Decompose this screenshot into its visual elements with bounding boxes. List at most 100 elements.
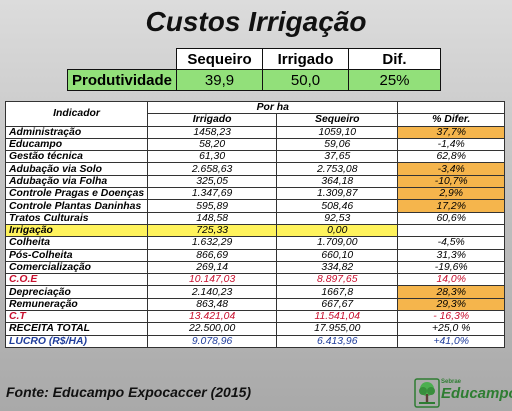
summary-header-sequeiro: Sequeiro (176, 48, 264, 70)
cell-difer: - 16,3% (397, 310, 505, 324)
header-per-ha: Por ha (147, 100, 399, 115)
cell-sequeiro: 1059,10 (276, 125, 399, 139)
cell-difer: +41,0% (397, 334, 505, 348)
row-label: Administração (4, 125, 149, 139)
table-row: Administração 1458,23 1059,10 37,7% (4, 125, 505, 139)
summary-empty-cell (68, 49, 177, 70)
cell-difer: 29,3% (397, 297, 505, 312)
cell-difer: -1,4% (397, 137, 505, 152)
cell-irrigado: 2.140,23 (147, 285, 278, 299)
cell-sequeiro: 660,10 (276, 248, 399, 262)
row-label: Controle Plantas Daninhas (4, 199, 149, 213)
header-sequeiro: Sequeiro (276, 113, 399, 127)
header-empty (397, 100, 505, 115)
cell-irrigado: 58,20 (147, 137, 278, 152)
productivity-summary-table: Sequeiro Irrigado Dif. Produtividade 39,… (66, 48, 442, 91)
cost-table: Indicador Por ha Irrigado Sequeiro % Dif… (4, 100, 505, 348)
cell-sequeiro: 59,06 (276, 137, 399, 152)
summary-header-row: Sequeiro Irrigado Dif. (68, 48, 442, 70)
cell-difer: -10,7% (397, 174, 505, 189)
cell-sequeiro: 2.753,08 (276, 162, 399, 176)
educampo-logo: Sebrae Educampo (414, 378, 512, 408)
cell-difer (397, 223, 505, 238)
summary-value-dif: 25% (348, 69, 442, 91)
cell-difer: -4,5% (397, 236, 505, 250)
cell-irrigado: 9.078,96 (147, 334, 278, 348)
header-difer: % Difer. (397, 113, 505, 127)
row-label: Educampo (4, 137, 149, 152)
row-label: Adubação via Folha (4, 174, 149, 189)
row-label: Depreciação (4, 285, 149, 299)
cost-table-header-row-2: Irrigado Sequeiro % Difer. (6, 113, 505, 127)
table-row: RECEITA TOTAL 22.500,00 17.955,00 +25,0 … (4, 322, 505, 336)
row-label: Gestão técnica (4, 150, 149, 164)
cell-sequeiro: 37,65 (276, 150, 399, 164)
cell-sequeiro: 92,53 (276, 211, 399, 225)
row-label: Irrigação (4, 223, 149, 238)
row-label: RECEITA TOTAL (4, 322, 149, 336)
cell-difer: -3,4% (397, 162, 505, 176)
table-row: Gestão técnica 61,30 37,65 62,8% (4, 150, 505, 164)
cell-sequeiro: 17.955,00 (276, 322, 399, 336)
header-indicator: Indicador (4, 101, 149, 127)
table-row: Pós-Colheita 866,69 660,10 31,3% (4, 248, 505, 262)
cell-sequeiro: 508,46 (276, 199, 399, 213)
cell-sequeiro: 334,82 (276, 260, 399, 275)
summary-row-label: Produtividade (66, 69, 178, 91)
cell-difer: 37,7% (397, 125, 505, 139)
table-row: Irrigação 725,33 0,00 (4, 223, 505, 238)
row-label: LUCRO (R$/HA) (4, 334, 149, 348)
cell-irrigado: 725,33 (147, 223, 278, 238)
table-row: Remuneração 863,48 667,67 29,3% (4, 297, 505, 312)
cell-irrigado: 1.632,29 (147, 236, 278, 250)
cell-irrigado: 22.500,00 (147, 322, 278, 336)
cell-irrigado: 61,30 (147, 150, 278, 164)
cell-sequeiro: 0,00 (276, 223, 399, 238)
table-row: C.O.E 10.147,03 8.897,65 14,0% (4, 273, 505, 287)
cell-sequeiro: 11.541,04 (276, 310, 399, 324)
source-footer: Fonte: Educampo Expocaccer (2015) (6, 384, 252, 400)
cell-sequeiro: 6.413,96 (276, 334, 399, 348)
table-row: Depreciação 2.140,23 1667,8 28,3% (4, 285, 505, 299)
row-label: C.T (4, 310, 149, 324)
row-label: Colheita (4, 236, 149, 250)
table-row: Educampo 58,20 59,06 -1,4% (4, 137, 505, 152)
cell-sequeiro: 1.709,00 (276, 236, 399, 250)
cell-irrigado: 269,14 (147, 260, 278, 275)
cell-difer: 28,3% (397, 285, 505, 299)
table-row: C.T 13.421,04 11.541,04 - 16,3% (4, 310, 505, 324)
table-row: Tratos Culturais 148,58 92,53 60,6% (4, 211, 505, 225)
summary-value-irrigado: 50,0 (262, 69, 350, 91)
cell-difer: +25,0 % (397, 322, 505, 336)
table-row: Controle Pragas e Doenças 1.347,69 1.309… (4, 187, 505, 201)
cell-difer: 31,3% (397, 248, 505, 262)
cost-table-header-row-1: Indicador Por ha (4, 100, 505, 127)
cell-irrigado: 866,69 (147, 248, 278, 262)
cell-sequeiro: 1667,8 (276, 285, 399, 299)
row-label: Remuneração (4, 297, 149, 312)
logo-name: Educampo (441, 385, 512, 402)
row-label: Adubação via Solo (4, 162, 149, 176)
summary-header-dif: Dif. (348, 48, 442, 70)
cell-irrigado: 325,05 (147, 174, 278, 189)
cell-irrigado: 13.421,04 (147, 310, 278, 324)
summary-value-sequeiro: 39,9 (176, 69, 264, 91)
row-label: Controle Pragas e Doenças (4, 187, 149, 201)
cell-irrigado: 148,58 (147, 211, 278, 225)
cell-irrigado: 1458,23 (147, 125, 278, 139)
table-row: LUCRO (R$/HA) 9.078,96 6.413,96 +41,0% (4, 334, 505, 348)
row-label: C.O.E (4, 273, 149, 287)
page-title: Custos Irrigação (145, 6, 367, 37)
table-row: Adubação via Folha 325,05 364,18 -10,7% (4, 174, 505, 189)
cell-difer: 17,2% (397, 199, 505, 213)
cell-sequeiro: 8.897,65 (276, 273, 399, 287)
cell-sequeiro: 364,18 (276, 174, 399, 189)
table-row: Colheita 1.632,29 1.709,00 -4,5% (4, 236, 505, 250)
cell-irrigado: 863,48 (147, 297, 278, 312)
cell-irrigado: 10.147,03 (147, 273, 278, 287)
cell-irrigado: 1.347,69 (147, 187, 278, 201)
tree-icon (414, 378, 440, 408)
row-label: Comercialização (4, 260, 149, 275)
table-row: Adubação via Solo 2.658,63 2.753,08 -3,4… (4, 162, 505, 176)
logo-small-text: Sebrae (441, 379, 462, 385)
